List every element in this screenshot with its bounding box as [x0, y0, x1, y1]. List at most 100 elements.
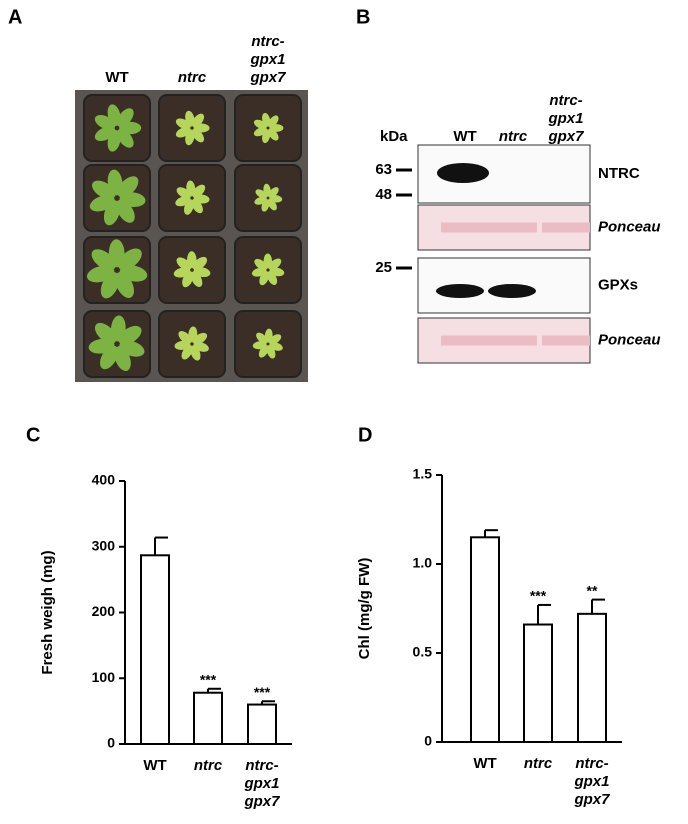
leaf: [118, 248, 142, 271]
pot: [158, 94, 226, 162]
x-tick-label: WT: [143, 757, 166, 774]
x-tick-label: ntrc-: [575, 755, 608, 772]
ponceau-band: [542, 222, 590, 233]
leaf: [254, 196, 267, 205]
y-tick-label: 0.5: [413, 644, 433, 660]
y-tick-label: 0: [424, 733, 432, 749]
leaf: [175, 126, 191, 138]
pot: [234, 236, 302, 304]
row-label: NTRC: [598, 165, 640, 182]
y-tick-label: 200: [92, 603, 116, 619]
leaf: [119, 192, 146, 207]
bar: [247, 703, 277, 745]
leaf: [192, 332, 208, 345]
leaf: [269, 195, 283, 203]
leaf: [118, 325, 142, 345]
leaf: [268, 187, 279, 198]
leaf: [91, 249, 116, 271]
lane-label: WT: [453, 128, 476, 145]
leaf: [258, 344, 269, 358]
leaf: [191, 128, 205, 143]
kda-label: kDa: [380, 128, 408, 145]
panel-label: C: [26, 424, 40, 446]
column-label: ntrc-: [251, 33, 284, 50]
leaf: [256, 332, 268, 344]
leaf: [268, 334, 282, 345]
leaf: [175, 196, 191, 207]
leaf: [267, 271, 278, 285]
bar: [577, 612, 607, 744]
leaf: [268, 258, 282, 271]
leaf: [115, 272, 135, 298]
leaf: [94, 126, 116, 142]
pot: [234, 94, 302, 162]
y-tick-label: 300: [92, 537, 116, 553]
leaf: [266, 345, 276, 359]
leaf: [176, 257, 192, 271]
pot: [83, 94, 151, 162]
significance: ***: [530, 588, 547, 604]
leaf: [191, 113, 205, 128]
leaf: [267, 115, 279, 128]
pot: [158, 236, 226, 304]
leaf: [94, 322, 117, 344]
x-tick-label: gpx7: [573, 791, 610, 808]
ponceau-band: [489, 335, 537, 346]
significance: **: [587, 582, 598, 598]
pot: [158, 164, 226, 232]
leaf: [190, 271, 203, 287]
y-axis-label: Fresh weigh (mg): [39, 550, 56, 674]
significance: ***: [200, 671, 217, 687]
panel-label: A: [8, 6, 22, 28]
bar: [470, 536, 500, 743]
leaf: [190, 345, 201, 361]
leaf: [116, 128, 134, 148]
leaf: [116, 108, 134, 128]
panel-label: B: [356, 6, 370, 28]
leaf: [192, 184, 206, 198]
ponceau-band: [489, 222, 537, 233]
x-tick-label: gpx1: [573, 773, 609, 790]
lane-label: ntrc: [499, 128, 528, 145]
leaf: [117, 176, 139, 198]
y-tick-label: 400: [92, 472, 116, 488]
marker-label: 63: [375, 161, 392, 178]
pot: [234, 310, 302, 378]
column-label: gpx7: [249, 69, 286, 86]
leaf: [89, 195, 115, 212]
x-tick-label: gpx1: [243, 775, 279, 792]
row-label: Ponceau: [598, 331, 661, 348]
x-tick-label: ntrc: [524, 755, 553, 772]
row-label: GPXs: [598, 276, 638, 293]
column-label: gpx1: [249, 51, 285, 68]
x-tick-label: WT: [473, 755, 496, 772]
y-tick-label: 1.5: [413, 466, 433, 482]
band: [436, 284, 484, 298]
leaf: [193, 194, 210, 204]
lane-label: gpx7: [547, 128, 584, 145]
lane-label: gpx1: [547, 110, 583, 127]
y-tick-label: 1.0: [413, 555, 433, 571]
marker-label: 25: [375, 259, 392, 276]
lane-label: ntrc-: [549, 92, 582, 109]
pot: [234, 164, 302, 232]
x-tick-label: gpx7: [243, 793, 280, 810]
leaf: [178, 331, 192, 344]
marker-label: 48: [375, 186, 392, 203]
x-tick-label: ntrc: [194, 757, 223, 774]
column-label: WT: [105, 69, 128, 86]
leaf: [254, 258, 268, 271]
leaf: [99, 345, 119, 370]
leaf: [253, 126, 267, 137]
leaf: [267, 128, 279, 141]
y-axis-label: Chl (mg/g FW): [356, 558, 373, 660]
bar: [193, 691, 223, 746]
x-tick-label: ntrc-: [245, 757, 278, 774]
band: [488, 284, 536, 298]
row-label: Ponceau: [598, 218, 661, 235]
y-tick-label: 0: [107, 735, 115, 751]
leaf: [192, 256, 208, 271]
column-label: ntrc: [178, 69, 207, 86]
ponceau-band: [441, 335, 489, 346]
